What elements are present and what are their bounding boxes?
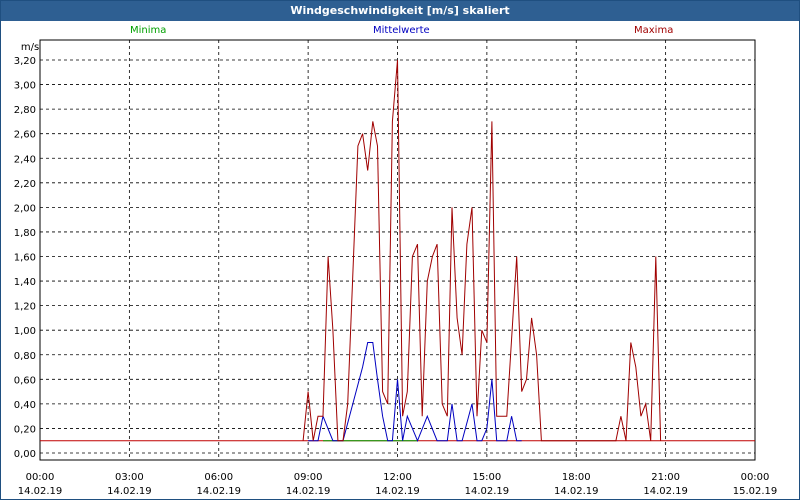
- y-tick-label: 0,40: [14, 400, 36, 411]
- x-tick-date: 14.02.19: [375, 486, 420, 497]
- legend-maxima: Maxima: [634, 25, 674, 36]
- y-tick-label: 0,60: [14, 375, 36, 386]
- y-tick-label: 2,00: [14, 203, 36, 214]
- x-tick-date: 14.02.19: [643, 486, 688, 497]
- window-title: Windgeschwindigkeit [m/s] skaliert: [1, 1, 799, 21]
- y-tick-label: 1,20: [14, 302, 36, 313]
- y-tick-label: 2,80: [14, 105, 36, 116]
- x-tick-time: 00:00: [26, 472, 55, 483]
- series-line-maxima: [302, 59, 662, 442]
- legend-mittelwerte: Mittelwerte: [373, 25, 430, 36]
- y-tick-label: 1,80: [14, 228, 36, 239]
- y-tick-label: 0,80: [14, 351, 36, 362]
- y-axis-label: m/s: [21, 42, 39, 53]
- x-tick-time: 03:00: [115, 472, 144, 483]
- x-tick-date: 15.02.19: [733, 486, 778, 497]
- y-tick-label: 1,00: [14, 326, 36, 337]
- y-tick-label: 2,20: [14, 179, 36, 190]
- x-tick-date: 14.02.19: [196, 486, 241, 497]
- x-tick-date: 14.02.19: [465, 486, 510, 497]
- y-tick-label: 1,40: [14, 277, 36, 288]
- x-tick-time: 18:00: [562, 472, 591, 483]
- x-tick-time: 06:00: [204, 472, 233, 483]
- legend-minima: Minima: [130, 25, 167, 36]
- y-tick-label: 1,60: [14, 253, 36, 264]
- x-tick-date: 14.02.19: [286, 486, 331, 497]
- x-tick-date: 14.02.19: [18, 486, 63, 497]
- x-tick-date: 14.02.19: [107, 486, 152, 497]
- y-tick-label: 3,00: [14, 81, 36, 92]
- x-tick-time: 09:00: [294, 472, 323, 483]
- x-tick-time: 15:00: [472, 472, 501, 483]
- series-line-mittelwerte: [308, 342, 522, 443]
- x-tick-time: 12:00: [383, 472, 412, 483]
- x-tick-time: 21:00: [651, 472, 680, 483]
- y-tick-label: 2,40: [14, 154, 36, 165]
- y-tick-label: 0,20: [14, 424, 36, 435]
- x-tick-date: 14.02.19: [554, 486, 599, 497]
- y-tick-label: 0,00: [14, 449, 36, 460]
- x-tick-time: 00:00: [741, 472, 770, 483]
- y-tick-label: 3,20: [14, 56, 36, 67]
- y-tick-label: 2,60: [14, 130, 36, 141]
